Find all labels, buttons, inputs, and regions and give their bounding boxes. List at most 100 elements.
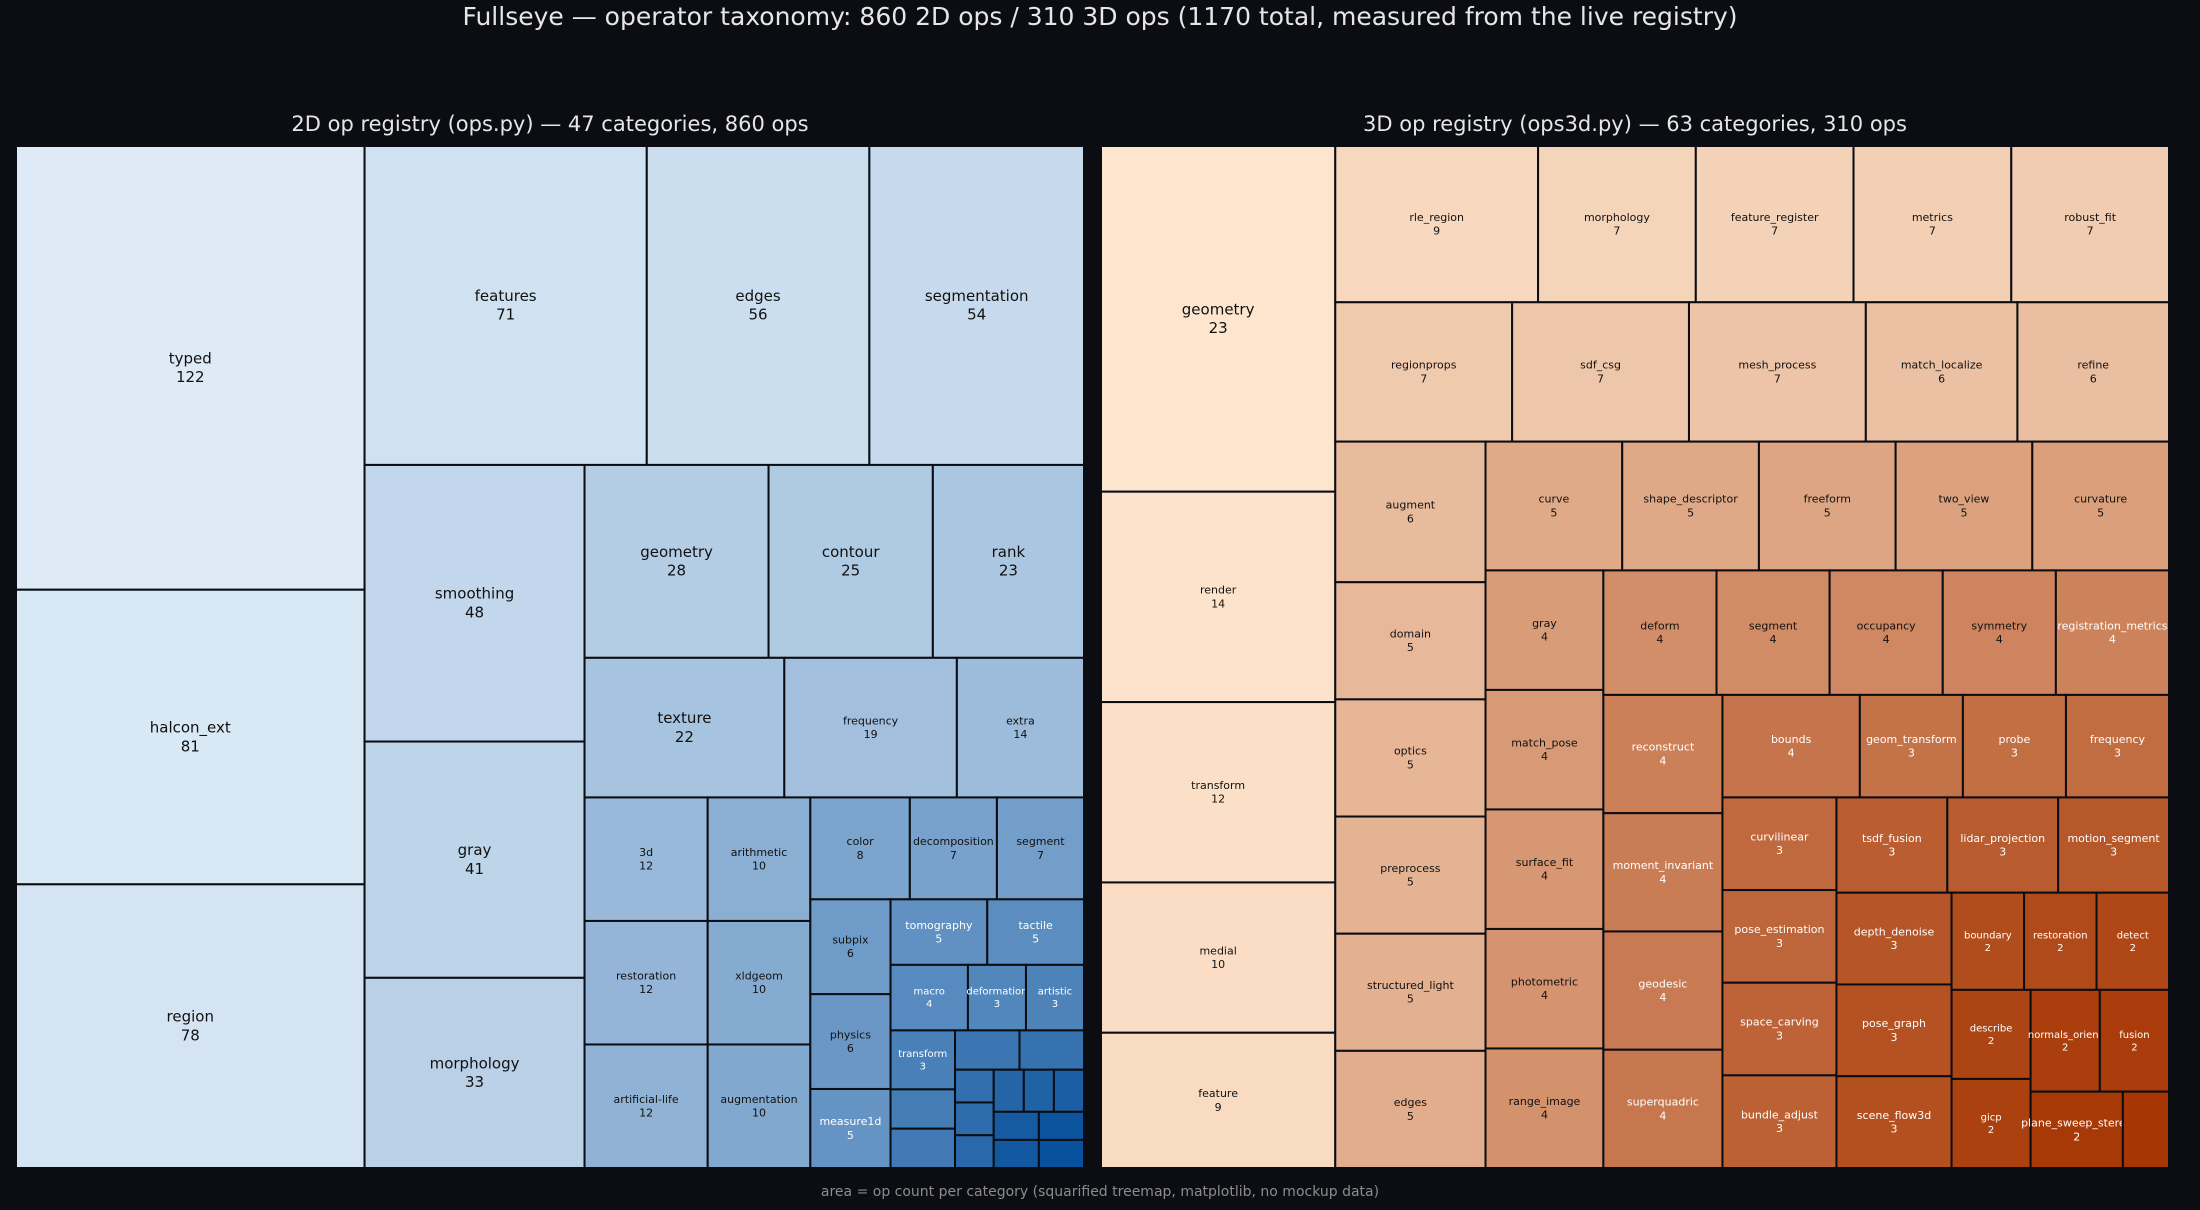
tile-value: 78 [181, 1026, 200, 1044]
tile-rect [1858, 693, 1964, 799]
tile-value: 2 [2062, 1042, 2068, 1053]
tile-rect [1037, 1138, 1084, 1168]
tile-label: contour [822, 543, 880, 561]
tile-label: feature [1198, 1087, 1238, 1100]
tile-rect [992, 1068, 1025, 1113]
tile-rect [1602, 1048, 1724, 1168]
panel-2d-title: 2D op registry (ops.py) — 47 categories,… [291, 112, 809, 136]
tile-unlabeled [2121, 1090, 2169, 1168]
tile-rect [363, 146, 648, 466]
tile-label: morphology [430, 1054, 520, 1072]
tile-label: texture [657, 709, 711, 727]
tile-boundary: boundary 2 [1950, 891, 2026, 991]
tile-label: artificial-life [614, 1093, 679, 1106]
tile-rect [1334, 440, 1487, 584]
tile-unlabeled [992, 1110, 1040, 1141]
tile-value: 4 [2109, 633, 2116, 646]
tile-label: gicp [1981, 1112, 2002, 1123]
tile-label: frequency [2090, 733, 2146, 746]
tile-label: restoration [2033, 930, 2088, 941]
tile-rect [1334, 581, 1487, 701]
tile-value: 6 [1938, 372, 1945, 385]
tile-label: fusion [2119, 1030, 2149, 1041]
tile-rect [1621, 440, 1760, 572]
tile-value: 56 [749, 306, 768, 324]
tile-value: 3 [1776, 937, 1783, 950]
tile-label: domain [1390, 627, 1431, 640]
tile-value: 28 [667, 562, 686, 580]
tile-label: reconstruct [1632, 741, 1695, 754]
tile-label: boundary [1964, 930, 2012, 941]
tile-value: 23 [999, 562, 1018, 580]
tile-value: 2 [2130, 943, 2136, 954]
tile-rect [2054, 569, 2169, 696]
tile-label: structured_light [1367, 979, 1454, 992]
tile-label: measure1d [819, 1115, 881, 1128]
tile-value: 54 [967, 306, 986, 324]
tile-unlabeled [992, 1138, 1040, 1168]
tile-value: 5 [1687, 506, 1694, 519]
tile-value: 4 [1541, 870, 1548, 883]
tile-rect [1602, 693, 1724, 815]
tile-label: render [1200, 584, 1237, 597]
tile-label: curve [1538, 493, 1569, 506]
tile-label: mesh_process [1738, 359, 1816, 372]
tile-rect [908, 796, 998, 901]
tile-label: features [475, 287, 537, 305]
tile-label: rle_region [1409, 211, 1464, 224]
tile-label: deform [1640, 619, 1679, 632]
tile-value: 6 [1407, 512, 1414, 525]
tile-label: motion_segment [2067, 832, 2160, 845]
tile-value: 9 [1215, 1101, 1222, 1114]
tile-label: registration_metrics [2057, 619, 2167, 632]
tile-label: physics [830, 1028, 871, 1041]
tile-rect [986, 898, 1084, 966]
tile-value: 5 [935, 933, 942, 946]
tile-label: geodesic [1638, 977, 1687, 990]
tile-label: augment [1386, 499, 1436, 512]
tile-label: decomposition [913, 835, 994, 848]
tile-label: augmentation [720, 1093, 797, 1106]
tile-value: 5 [2097, 506, 2104, 519]
tile-value: 6 [847, 947, 854, 960]
figure-title: Fullseye — operator taxonomy: 860 2D ops… [462, 2, 1738, 31]
tile-label: probe [1999, 733, 2031, 746]
tile-value: 12 [1211, 793, 1225, 806]
tile-value: 4 [1659, 754, 1666, 767]
tile-rect [1101, 881, 1337, 1034]
tile-rect [931, 463, 1084, 659]
tile-unlabeled [954, 1029, 1021, 1071]
tile-rect [1484, 688, 1605, 811]
tile-value: 7 [2087, 225, 2094, 238]
tile-value: 10 [752, 1107, 766, 1120]
tile-rect [363, 463, 586, 743]
tile-value: 33 [465, 1073, 484, 1091]
tile-value: 3 [1891, 939, 1898, 952]
tile-rect [1835, 1075, 1953, 1168]
tile-label: region [167, 1008, 214, 1026]
tile-rect [583, 656, 786, 799]
